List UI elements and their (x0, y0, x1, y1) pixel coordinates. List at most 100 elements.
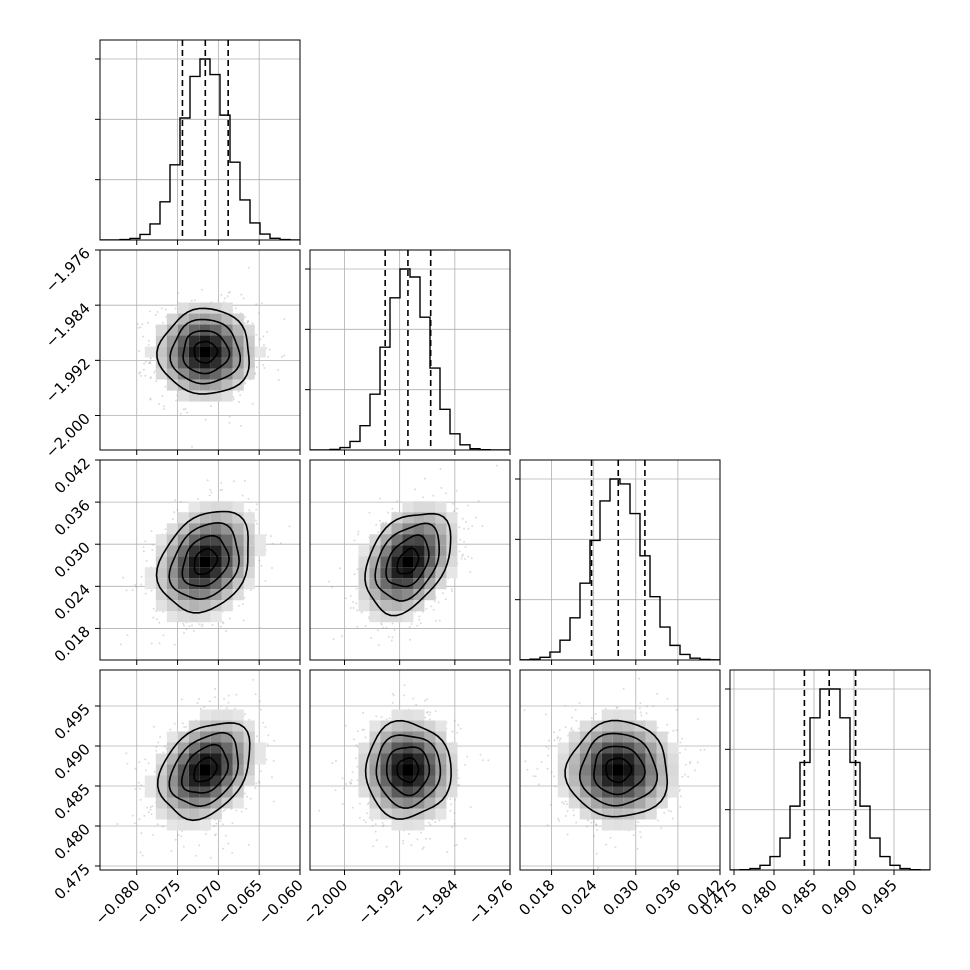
density-cell (232, 742, 244, 754)
sample-point (426, 710, 429, 713)
sample-point (163, 408, 166, 411)
sample-point (451, 826, 454, 829)
sample-point (228, 290, 231, 293)
sample-point (449, 798, 452, 801)
sample-point (138, 781, 140, 784)
contour-0 (193, 340, 219, 364)
density-cell (221, 390, 233, 402)
sample-point (139, 326, 142, 329)
sample-point (371, 824, 374, 827)
sample-point (237, 604, 240, 607)
sample-point (232, 398, 235, 401)
sample-point (392, 694, 395, 697)
sample-point (256, 522, 258, 525)
sample-point (444, 598, 447, 601)
sample-point (455, 843, 458, 846)
density-cell (210, 567, 222, 579)
density-cell (424, 578, 436, 590)
sample-point (234, 307, 237, 310)
sample-point (357, 530, 360, 533)
sample-point (255, 333, 258, 336)
sample-point (445, 492, 448, 495)
sample-point (224, 834, 227, 837)
sample-point (370, 637, 373, 639)
density-cell (199, 534, 211, 546)
sample-point (182, 845, 185, 848)
sample-point (334, 759, 337, 762)
sample-point (228, 421, 231, 424)
sample-point (150, 530, 153, 533)
sample-point (349, 595, 352, 597)
sample-point (141, 854, 144, 857)
sample-point (391, 701, 394, 704)
sample-point (418, 618, 421, 621)
sample-point (262, 335, 265, 338)
density-cell (232, 346, 244, 358)
density-cell (210, 512, 222, 524)
density-cell (221, 742, 233, 754)
sample-point (225, 630, 227, 632)
density-cell (166, 346, 178, 358)
sample-point (262, 364, 265, 366)
sample-point (225, 707, 228, 710)
sample-point (366, 803, 369, 806)
density-cell (221, 709, 233, 721)
sample-point (194, 854, 197, 857)
sample-point (364, 821, 367, 824)
density-cell (391, 556, 403, 568)
density-cell (199, 346, 211, 358)
histogram-0 (100, 58, 300, 240)
sample-point (158, 642, 161, 645)
sample-point (331, 762, 334, 765)
ytick-label-3-1: 0.480 (51, 820, 94, 863)
density-cell (243, 556, 255, 568)
sample-point (197, 498, 199, 500)
sample-point (198, 697, 200, 700)
density-cell (210, 335, 222, 347)
density-cell (358, 589, 370, 601)
sample-point (355, 744, 358, 747)
density-cell (155, 775, 167, 787)
density-cell (232, 731, 244, 743)
sample-point (385, 521, 388, 524)
sample-point (402, 842, 404, 845)
sample-point (387, 635, 390, 638)
sample-point (433, 600, 436, 603)
density-cell (424, 523, 436, 535)
sample-point (334, 789, 337, 792)
sample-point (466, 504, 469, 507)
sample-point (477, 500, 480, 502)
sample-point (126, 762, 129, 765)
sample-point (162, 321, 164, 324)
sample-point (220, 488, 223, 491)
density-cell (166, 753, 178, 765)
density-cell (155, 346, 167, 358)
density-cell (232, 797, 244, 809)
density-cell (243, 534, 255, 546)
scatter-panel-1-0: −2.000−1.992−1.984−1.976 (42, 244, 301, 462)
density-cell (177, 808, 189, 820)
sample-point (358, 816, 361, 819)
sample-point (467, 555, 470, 558)
density-cell (177, 819, 189, 831)
ytick-label-3-2: 0.485 (51, 780, 94, 823)
sample-point (144, 758, 147, 761)
sample-point (214, 833, 217, 836)
sample-point (222, 810, 225, 812)
sample-point (173, 643, 176, 646)
density-cell (221, 589, 233, 601)
sample-point (140, 832, 143, 835)
density-cell (391, 545, 403, 557)
density-cell (221, 357, 233, 369)
density-cell (188, 501, 200, 513)
sample-point (125, 752, 128, 755)
sample-point (267, 355, 270, 358)
density-cell (446, 567, 458, 579)
density-cell (155, 556, 167, 568)
sample-point (192, 630, 195, 632)
density-cell (177, 313, 189, 325)
density-cell (210, 545, 222, 557)
density-cell (188, 819, 200, 831)
sample-point (221, 621, 224, 623)
sample-point (391, 636, 394, 639)
